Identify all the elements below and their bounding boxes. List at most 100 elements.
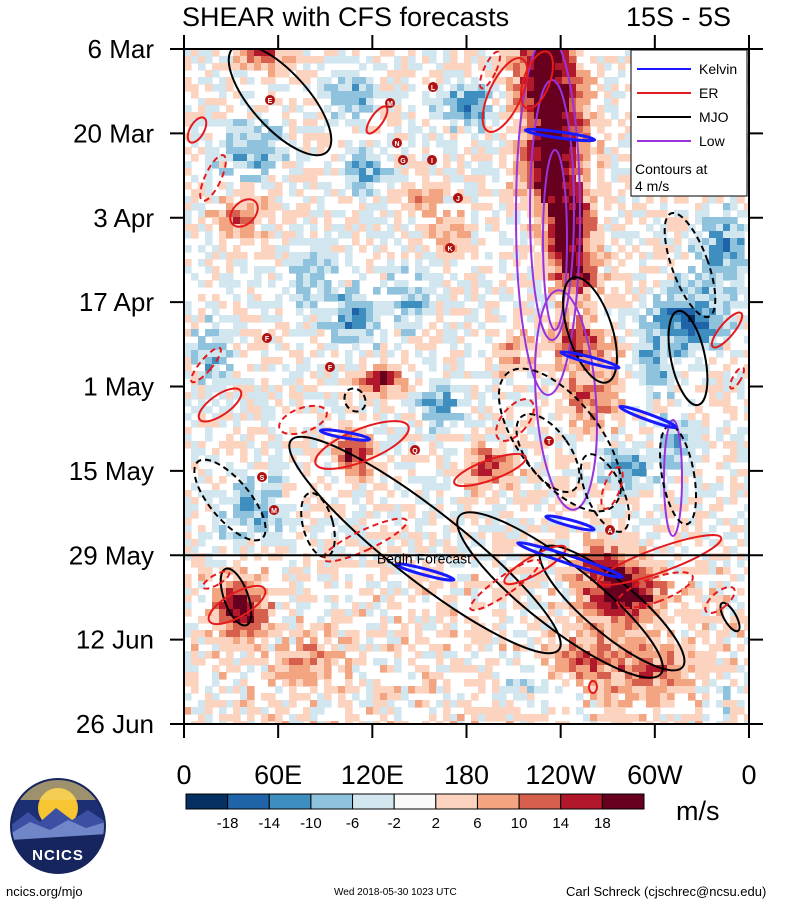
shear-cell xyxy=(387,189,395,197)
shear-cell xyxy=(331,189,339,197)
shear-cell xyxy=(247,112,255,120)
shear-cell xyxy=(303,504,311,512)
shear-cell xyxy=(688,343,696,351)
shear-cell xyxy=(240,651,248,659)
shear-cell xyxy=(674,245,682,253)
shear-cell xyxy=(296,623,304,631)
shear-cell xyxy=(555,126,563,134)
shear-cell xyxy=(289,651,297,659)
shear-cell xyxy=(373,581,381,589)
shear-cell xyxy=(562,476,570,484)
shear-cell xyxy=(583,126,591,134)
shear-cell xyxy=(625,168,633,176)
shear-cell xyxy=(387,112,395,120)
shear-cell xyxy=(506,392,514,400)
shear-cell xyxy=(331,448,339,456)
shear-cell xyxy=(618,490,626,498)
shear-cell xyxy=(254,336,262,344)
shear-cell xyxy=(737,273,745,281)
shear-cell xyxy=(247,476,255,484)
shear-cell xyxy=(513,91,521,99)
shear-cell xyxy=(527,399,535,407)
shear-cell xyxy=(289,252,297,260)
shear-cell xyxy=(352,441,360,449)
shear-cell xyxy=(464,483,472,491)
shear-cell xyxy=(289,665,297,673)
shear-cell xyxy=(632,273,640,281)
shear-cell xyxy=(450,70,458,78)
shear-cell xyxy=(450,665,458,673)
shear-cell xyxy=(240,252,248,260)
shear-cell xyxy=(723,560,731,568)
shear-cell xyxy=(737,385,745,393)
shear-cell xyxy=(191,343,199,351)
shear-cell xyxy=(212,413,220,421)
shear-cell xyxy=(317,280,325,288)
shear-cell xyxy=(632,665,640,673)
shear-cell xyxy=(338,546,346,554)
shear-cell xyxy=(520,469,528,477)
shear-cell xyxy=(415,532,423,540)
shear-cell xyxy=(317,112,325,120)
shear-cell xyxy=(478,203,486,211)
shear-cell xyxy=(219,644,227,652)
shear-cell xyxy=(296,672,304,680)
shear-cell xyxy=(485,287,493,295)
shear-cell xyxy=(359,483,367,491)
shear-cell xyxy=(233,392,241,400)
shear-cell xyxy=(359,490,367,498)
shear-cell xyxy=(485,133,493,141)
shear-cell xyxy=(191,637,199,645)
shear-cell xyxy=(492,427,500,435)
shear-cell xyxy=(709,483,717,491)
shear-cell xyxy=(282,175,290,183)
shear-cell xyxy=(632,308,640,316)
shear-cell xyxy=(590,399,598,407)
shear-cell xyxy=(597,637,605,645)
shear-cell xyxy=(359,189,367,197)
shear-cell xyxy=(212,210,220,218)
shear-cell xyxy=(443,56,451,64)
shear-cell xyxy=(583,602,591,610)
shear-cell xyxy=(716,294,724,302)
shear-cell xyxy=(667,476,675,484)
shear-cell xyxy=(534,350,542,358)
shear-cell xyxy=(695,511,703,519)
shear-cell xyxy=(548,525,556,533)
shear-cell xyxy=(506,273,514,281)
shear-cell xyxy=(338,553,346,561)
shear-cell xyxy=(394,301,402,309)
shear-cell xyxy=(387,266,395,274)
shear-cell xyxy=(373,399,381,407)
shear-cell xyxy=(191,455,199,463)
shear-cell xyxy=(611,343,619,351)
shear-cell xyxy=(744,203,749,211)
shear-cell xyxy=(443,322,451,330)
shear-cell xyxy=(429,623,437,631)
shear-cell xyxy=(723,455,731,463)
shear-cell xyxy=(471,588,479,596)
shear-cell xyxy=(548,637,556,645)
shear-cell xyxy=(611,196,619,204)
shear-cell xyxy=(646,210,654,218)
shear-cell xyxy=(597,126,605,134)
shear-cell xyxy=(688,420,696,428)
shear-cell xyxy=(219,420,227,428)
shear-cell xyxy=(331,518,339,526)
shear-cell xyxy=(268,189,276,197)
shear-cell xyxy=(457,308,465,316)
shear-cell xyxy=(366,322,374,330)
shear-cell xyxy=(352,448,360,456)
shear-cell xyxy=(716,504,724,512)
shear-cell xyxy=(485,336,493,344)
shear-cell xyxy=(639,658,647,666)
shear-cell xyxy=(611,679,619,687)
shear-cell xyxy=(534,70,542,78)
shear-cell xyxy=(590,427,598,435)
shear-cell xyxy=(380,245,388,253)
shear-cell xyxy=(709,196,717,204)
shear-cell xyxy=(233,189,241,197)
shear-cell xyxy=(240,385,248,393)
shear-cell xyxy=(268,672,276,680)
shear-cell xyxy=(632,595,640,603)
